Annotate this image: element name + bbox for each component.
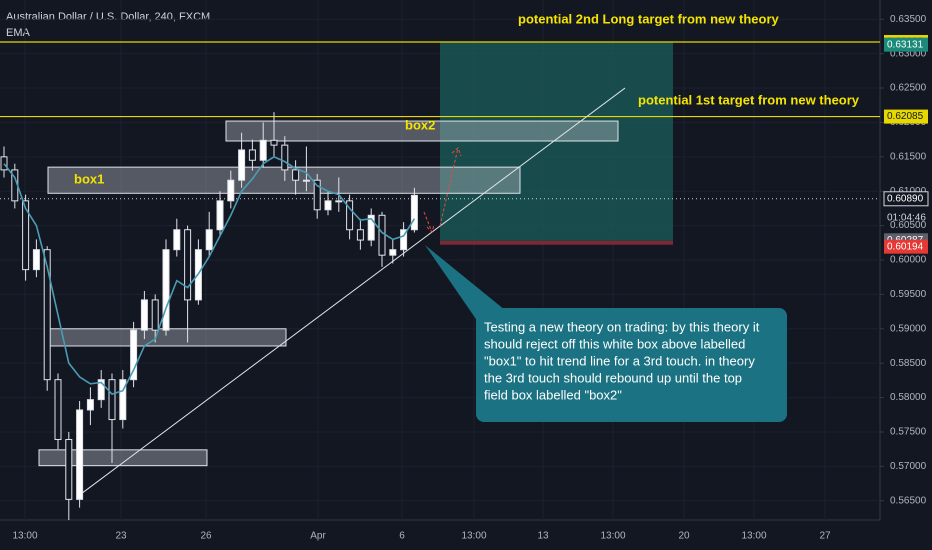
annotation: potential 1st target from new theory: [638, 92, 860, 107]
countdown: 01:04:46: [887, 212, 926, 223]
candle-body: [130, 329, 138, 381]
candle-body: [151, 299, 159, 331]
callout-line: Testing a new theory on trading: by this…: [484, 319, 760, 334]
price-label: 0.62085: [887, 111, 924, 122]
y-tick-label: 0.60000: [890, 255, 927, 266]
box-label: box1: [74, 172, 104, 187]
y-tick-label: 0.60500: [890, 220, 927, 231]
candle-body: [162, 249, 170, 331]
x-tick-label: 6: [399, 531, 405, 542]
candle-body: [356, 229, 364, 241]
candle-body: [227, 179, 235, 202]
symbol-title: Australian Dollar / U.S. Dollar, 240, FX…: [6, 11, 210, 23]
candle-body: [292, 169, 300, 181]
y-tick-label: 0.59000: [890, 323, 927, 334]
price-label-bg: [884, 239, 928, 254]
candle-body: [248, 149, 256, 161]
candle-body: [281, 144, 289, 171]
candle-body: [238, 149, 246, 181]
y-tick-label: 0.57000: [890, 461, 927, 472]
x-tick-label: 13:00: [12, 531, 37, 542]
candle-body: [76, 409, 84, 500]
x-tick-label: 13: [537, 531, 549, 542]
price-label-bg: [884, 37, 928, 52]
price-label-bg: [883, 191, 929, 207]
candle-body: [205, 229, 213, 251]
trendline: [81, 87, 626, 494]
x-tick-label: 26: [200, 531, 212, 542]
candle-body: [302, 179, 310, 182]
box-label: box2: [405, 117, 435, 132]
x-tick-label: Apr: [310, 531, 326, 542]
candle-body: [140, 299, 148, 331]
candle-body: [119, 379, 127, 421]
candle-body: [378, 214, 386, 256]
zone-box: [47, 166, 521, 194]
y-tick-label: 0.57500: [890, 427, 927, 438]
indicator-label: EMA: [6, 27, 31, 39]
candle-body: [32, 249, 40, 271]
candle-body: [216, 200, 224, 231]
candle-body: [86, 399, 94, 411]
y-tick-label: 0.62500: [890, 83, 927, 94]
candle-body: [0, 156, 8, 171]
candle-body: [389, 249, 397, 256]
callout-line: should reject off this white box above l…: [484, 336, 745, 351]
y-tick-label: 0.59500: [890, 289, 927, 300]
callout-line: "box1" to hit trend line for a 3rd touch…: [484, 353, 755, 368]
candle-body: [259, 139, 267, 161]
x-tick-label: 27: [819, 531, 831, 542]
zone-box: [38, 449, 208, 467]
candle-body: [54, 379, 62, 441]
y-tick-label: 0.56500: [890, 495, 927, 506]
candle-body: [43, 249, 51, 381]
y-tick-label: 0.63500: [890, 14, 927, 25]
candle-body: [313, 179, 321, 211]
candle-body: [184, 229, 192, 301]
callout-pointer: [425, 245, 505, 322]
annotation: potential 2nd Long target from new theor…: [518, 11, 780, 26]
y-tick-label: 0.61500: [890, 151, 927, 162]
price-label: 0.60194: [887, 241, 924, 252]
x-tick-label: 13:00: [600, 531, 625, 542]
candle-body: [367, 214, 375, 241]
callout-line: the 3rd touch should rebound up until th…: [484, 370, 742, 385]
candle-body: [270, 139, 278, 146]
candle-body: [173, 229, 181, 251]
zone-box: [225, 120, 619, 142]
candle-body: [97, 379, 105, 401]
y-tick-label: 0.58500: [890, 358, 927, 369]
candle-body: [324, 200, 332, 211]
x-tick-label: 20: [678, 531, 690, 542]
callout-line: field box labelled "box2": [484, 387, 622, 402]
x-tick-label: 23: [115, 531, 127, 542]
price-label: 0.63131: [887, 39, 924, 50]
zone-box: [47, 328, 287, 347]
candle-body: [335, 200, 343, 203]
candle-body: [346, 200, 354, 231]
candle-body: [410, 194, 418, 231]
ema-line: [3, 155, 416, 396]
y-tick-label: 0.58000: [890, 392, 927, 403]
callout-box: [476, 308, 787, 422]
y-tick-label: 0.63000: [890, 48, 927, 59]
candle-body: [400, 229, 408, 251]
candle-body: [22, 200, 30, 271]
stop-zone: [440, 240, 673, 245]
candle-body: [108, 379, 116, 421]
arrow: [423, 211, 435, 233]
price-label: 0.60890: [887, 193, 924, 204]
candle-body: [65, 439, 73, 500]
x-tick-label: 13:00: [741, 531, 766, 542]
arrow: [439, 147, 462, 227]
price-label-bg: [884, 109, 928, 124]
x-tick-label: 13:00: [461, 531, 486, 542]
